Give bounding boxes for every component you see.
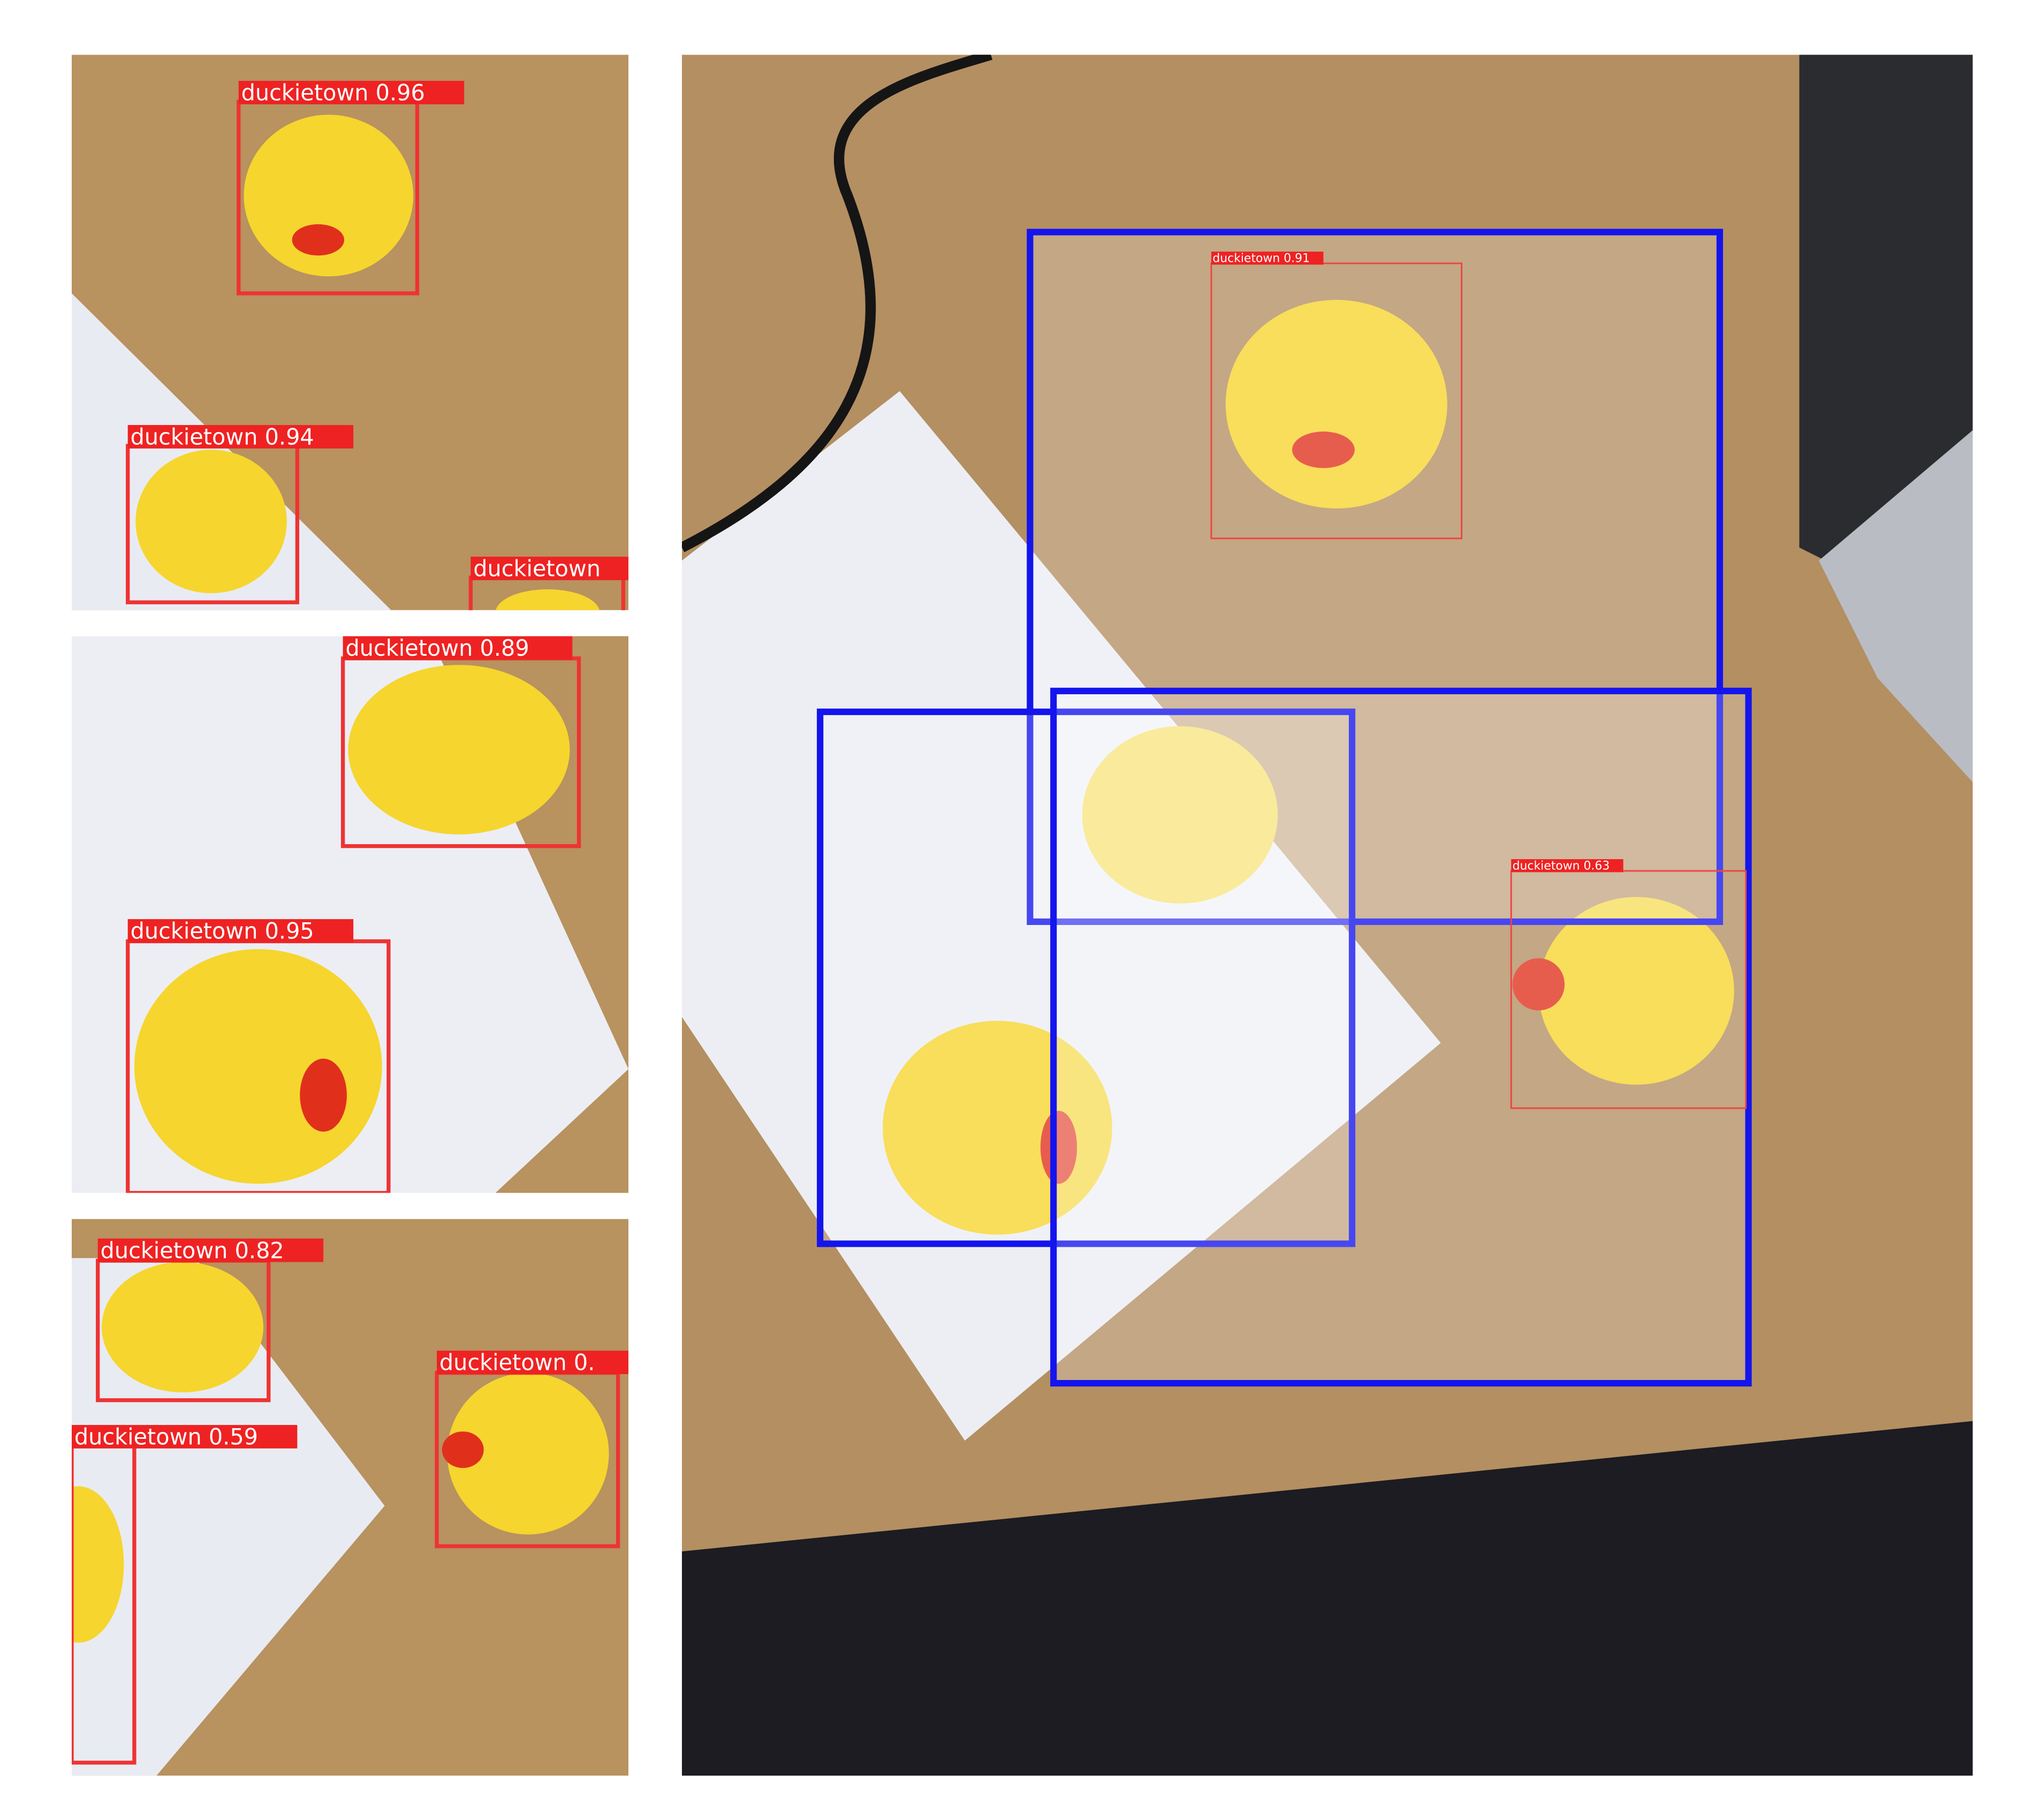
laptop-base [1819,430,1973,783]
detection-label: duckietown 0.96 [241,80,425,106]
duck [134,949,382,1184]
beak [292,224,345,256]
duck [135,450,287,594]
panel-3: duckietown 0.82 duckietown 0.59 duckieto… [71,1219,629,1776]
duck [244,115,414,277]
paper [681,391,1441,1441]
detection-label: duckietown 0.82 [101,1238,284,1263]
detection-label: duckietown 0.91 [1212,252,1310,266]
duck [1225,300,1447,509]
label-bg [71,1425,298,1449]
paper [71,1258,385,1776]
label-bg [343,636,573,660]
label-bg [470,556,629,580]
label-bg [127,919,354,943]
region-box [817,708,1356,1247]
detection-label: duckietown 0.95 [131,919,314,944]
region-box [1050,687,1752,1387]
label-bg [97,1238,324,1262]
cable [681,55,993,552]
duck [71,1486,124,1643]
duck [348,665,570,835]
duck [102,1262,264,1393]
detection-label: duckietown 0. [439,1350,595,1376]
label-bg [437,1351,629,1375]
duck [447,1372,609,1535]
duck [1538,897,1734,1085]
detection-box [1210,262,1463,540]
detection-label: duckietown [473,556,601,582]
beak [442,1431,484,1468]
beak [300,1058,347,1132]
panel-2: duckietown 0.89 duckietown 0.95 [71,635,629,1193]
label-bg [238,81,465,104]
detection-label: duckietown 0.59 [74,1424,258,1450]
duck [496,589,599,610]
beak [1292,431,1355,468]
label-bg [127,424,354,449]
detection-label: duckietown 0.89 [346,635,529,661]
panel-main: duckietown 0.91 duckietown 0.63 [681,55,1973,1776]
floor [681,1421,1973,1776]
label-bg [1211,252,1324,265]
detection-label: duckietown 0.63 [1513,860,1610,873]
detection-label: duckietown 0.94 [131,424,314,450]
beak [1512,958,1565,1011]
duck [1082,726,1278,904]
label-bg [1511,859,1623,873]
region-box [1027,229,1724,926]
panel-1: duckietown 0.96 duckietown 0.94 duckieto… [71,55,629,610]
detection-box [1510,870,1747,1109]
beak [1040,1111,1077,1184]
